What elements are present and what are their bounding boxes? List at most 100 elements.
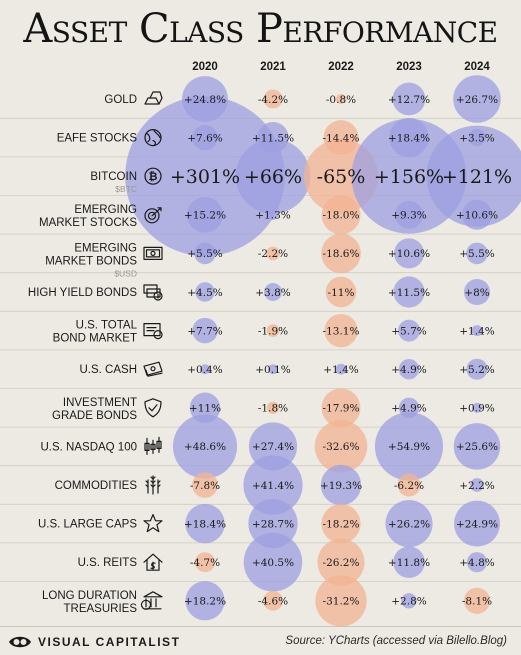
bubble (192, 317, 218, 344)
bubble (194, 242, 216, 265)
value-label: +4.9% (391, 364, 426, 376)
value-label: -65% (317, 166, 366, 188)
row-label: MARKET STOCKS (39, 217, 137, 229)
value-label: -14.4% (323, 132, 360, 144)
globe-icon (144, 129, 162, 147)
bubble (315, 575, 367, 626)
value-label: +0.1% (255, 364, 290, 376)
row-sublabel: $BTC (115, 184, 137, 194)
bubble (397, 473, 421, 497)
bubble (374, 412, 444, 481)
value-label: +7.7% (187, 325, 222, 337)
row-label: U.S. TOTAL (76, 320, 138, 332)
bubble (394, 200, 424, 229)
bubble (392, 82, 426, 116)
value-label: +5.7% (391, 325, 426, 337)
bubble (325, 276, 357, 308)
bubble (267, 209, 279, 221)
value-label: -0.8% (326, 94, 356, 106)
value-label: +3.5% (459, 132, 494, 144)
value-label: +3.8% (255, 287, 290, 299)
value-label: +10.6% (456, 210, 498, 222)
bubble (192, 472, 218, 498)
bubble (470, 478, 484, 492)
value-label: -1.8% (258, 403, 288, 415)
banknote-icon (143, 246, 163, 260)
value-label: -11% (328, 287, 355, 299)
value-label: +27.4% (252, 441, 294, 453)
row-label: U.S. NASDAQ 100 (40, 441, 137, 453)
value-label: +11.8% (388, 557, 430, 569)
row-label: COMMODITIES (55, 480, 138, 492)
value-label: -13.1% (323, 325, 360, 337)
visual-capitalist-logo-icon (9, 636, 31, 648)
value-label: +10.6% (388, 248, 430, 260)
row-sublabel: $USD (114, 268, 137, 278)
bubble (463, 278, 491, 306)
gold-bars-icon (144, 91, 163, 105)
bubble (263, 590, 283, 611)
bubble (336, 94, 346, 104)
value-label: -26.2% (323, 557, 360, 569)
row-label: BOND MARKET (53, 333, 137, 345)
row-label: U.S. CASH (79, 364, 137, 376)
star-icon (143, 513, 163, 533)
brand-name: VISUAL CAPITALIST (38, 635, 181, 649)
bubble (263, 89, 283, 109)
value-label: +5.5% (187, 248, 222, 260)
value-label: -2.2% (258, 248, 288, 260)
row-label: MARKET BONDS (45, 255, 137, 267)
value-label: +15.2% (184, 210, 226, 222)
value-label: +1.4% (323, 364, 358, 376)
row-label: U.S. LARGE CAPS (38, 519, 137, 531)
value-label: -6.2% (394, 480, 424, 492)
value-label: +5.2% (459, 364, 494, 376)
bubbles (125, 75, 521, 626)
bubble (195, 282, 215, 302)
bubble (394, 238, 424, 269)
bubble (187, 196, 223, 233)
shield-check-icon (144, 398, 162, 418)
value-label: +26.7% (456, 94, 498, 106)
value-label: +54.9% (388, 441, 430, 453)
value-label: +8% (464, 287, 489, 299)
bubble (321, 195, 361, 235)
year-header-2020: 2020 (192, 61, 218, 73)
footer: VISUAL CAPITALIST Source: YCharts (acces… (0, 626, 521, 655)
value-label: +26.2% (388, 518, 430, 530)
bubble (471, 325, 483, 337)
cash-stack-icon (143, 284, 163, 301)
bubble (398, 359, 420, 380)
value-label: +0.9% (459, 403, 494, 415)
value-label: -18.0% (323, 210, 360, 222)
row-label: INVESTMENT (63, 397, 137, 409)
dollar-bills-icon (143, 361, 163, 377)
value-label: -31.2% (323, 596, 360, 608)
value-label: +1.3% (255, 210, 290, 222)
value-label: +25.6% (456, 441, 498, 453)
value-label: +11.5% (388, 287, 430, 299)
bubble (401, 593, 417, 609)
bubble (185, 503, 225, 544)
bubble (454, 500, 500, 547)
row-label: GRADE BONDS (52, 410, 137, 422)
value-label: -7.8% (190, 480, 220, 492)
bubble (472, 402, 482, 413)
bubble (321, 503, 361, 544)
bubble (266, 246, 280, 261)
value-label: +7.6% (187, 132, 222, 144)
value-label: +41.4% (252, 480, 294, 492)
value-label: +4.9% (391, 403, 426, 415)
bubble (320, 464, 362, 506)
row-label: LONG DURATION (42, 590, 137, 602)
bubble (324, 313, 358, 348)
value-label: +1.4% (459, 325, 494, 337)
bubble (453, 423, 501, 470)
candlestick-icon (144, 436, 162, 455)
value-label: +2.8% (391, 596, 426, 608)
row-label: BITCOIN (90, 171, 137, 183)
row-icons: ₿ (140, 91, 163, 610)
value-label: +24.9% (456, 518, 498, 530)
row-label: EAFE STOCKS (57, 133, 138, 145)
